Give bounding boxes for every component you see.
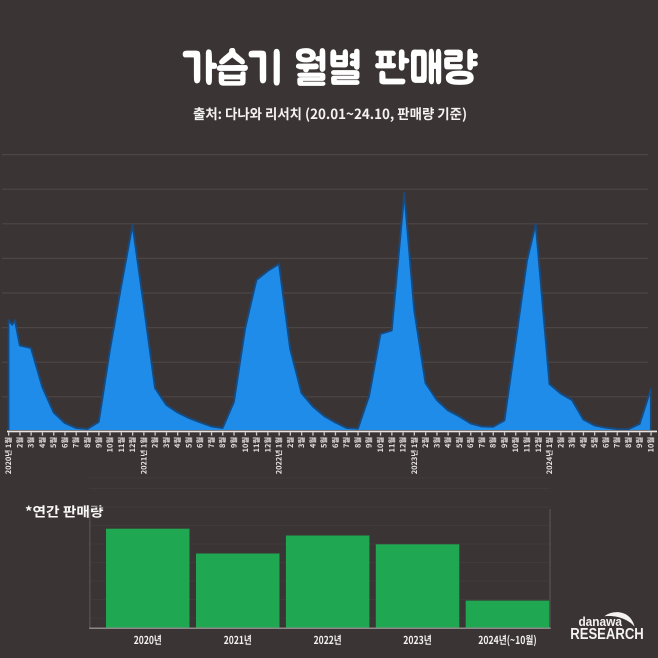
svg-text:8월: 8월: [353, 437, 364, 448]
svg-text:10월: 10월: [105, 437, 116, 453]
svg-text:9월: 9월: [634, 437, 645, 448]
svg-text:*연간 판매량: *연간 판매량: [25, 501, 104, 521]
svg-text:6월: 6월: [330, 437, 341, 448]
svg-text:3월: 3월: [431, 437, 442, 448]
svg-text:7월: 7월: [71, 437, 82, 448]
svg-text:2022년 1월: 2022년 1월: [274, 437, 285, 475]
svg-text:9월: 9월: [499, 437, 510, 448]
svg-text:12월: 12월: [398, 437, 409, 453]
svg-text:2월: 2월: [555, 437, 566, 448]
svg-text:5월: 5월: [48, 437, 59, 448]
svg-text:5월: 5월: [319, 437, 330, 448]
svg-text:2월: 2월: [150, 437, 161, 448]
svg-text:2023년 1월: 2023년 1월: [409, 437, 420, 475]
svg-text:11월: 11월: [386, 437, 397, 453]
svg-text:3월: 3월: [161, 437, 172, 448]
svg-text:3월: 3월: [26, 437, 37, 448]
svg-text:10월: 10월: [375, 437, 386, 453]
svg-text:가습기 월별 판매량: 가습기 월별 판매량: [183, 48, 479, 92]
svg-text:RESEARCH: RESEARCH: [570, 626, 644, 643]
svg-text:7월: 7월: [341, 437, 352, 448]
svg-text:4월: 4월: [443, 437, 454, 448]
svg-text:12월: 12월: [127, 437, 138, 453]
svg-text:8월: 8월: [623, 437, 634, 448]
svg-text:5월: 5월: [454, 437, 465, 448]
svg-text:8월: 8월: [488, 437, 499, 448]
svg-text:3월: 3월: [296, 437, 307, 448]
svg-text:6월: 6월: [600, 437, 611, 448]
svg-text:12월: 12월: [533, 437, 544, 453]
svg-text:4월: 4월: [307, 437, 318, 448]
svg-text:4월: 4월: [172, 437, 183, 448]
svg-text:8월: 8월: [82, 437, 93, 448]
svg-text:12월: 12월: [262, 437, 273, 453]
svg-text:6월: 6월: [195, 437, 206, 448]
svg-text:9월: 9월: [364, 437, 375, 448]
svg-text:2월: 2월: [285, 437, 296, 448]
svg-text:2020년 1월: 2020년 1월: [3, 437, 14, 475]
svg-text:7월: 7월: [612, 437, 623, 448]
svg-text:2월: 2월: [14, 437, 25, 448]
svg-text:2월: 2월: [420, 437, 431, 448]
svg-text:2021년 1월: 2021년 1월: [138, 437, 149, 475]
svg-text:9월: 9월: [229, 437, 240, 448]
svg-text:7월: 7월: [476, 437, 487, 448]
svg-text:2024년(~10월): 2024년(~10월): [478, 632, 537, 648]
svg-text:6월: 6월: [59, 437, 70, 448]
svg-text:8월: 8월: [217, 437, 228, 448]
svg-text:5월: 5월: [589, 437, 600, 448]
svg-text:10월: 10월: [240, 437, 251, 453]
svg-text:출처: 다나와 리서치 (20.01~24.10, 판매량: 출처: 다나와 리서치 (20.01~24.10, 판매량 기준): [193, 104, 467, 124]
svg-text:4월: 4월: [578, 437, 589, 448]
svg-text:2022년: 2022년: [314, 632, 342, 648]
svg-text:2021년: 2021년: [224, 632, 252, 648]
svg-text:10월: 10월: [646, 437, 657, 453]
svg-text:5월: 5월: [183, 437, 194, 448]
svg-text:2023년: 2023년: [403, 632, 432, 648]
svg-text:11월: 11월: [251, 437, 262, 453]
svg-text:6월: 6월: [465, 437, 476, 448]
svg-text:7월: 7월: [206, 437, 217, 448]
svg-text:9월: 9월: [93, 437, 104, 448]
svg-text:3월: 3월: [567, 437, 578, 448]
svg-text:11월: 11월: [116, 437, 127, 453]
svg-text:2024년 1월: 2024년 1월: [544, 437, 555, 475]
svg-text:11월: 11월: [522, 437, 533, 453]
svg-text:danawa: danawa: [578, 614, 622, 629]
svg-text:10월: 10월: [510, 437, 521, 453]
svg-text:2020년: 2020년: [134, 632, 162, 648]
svg-text:4월: 4월: [37, 437, 48, 448]
